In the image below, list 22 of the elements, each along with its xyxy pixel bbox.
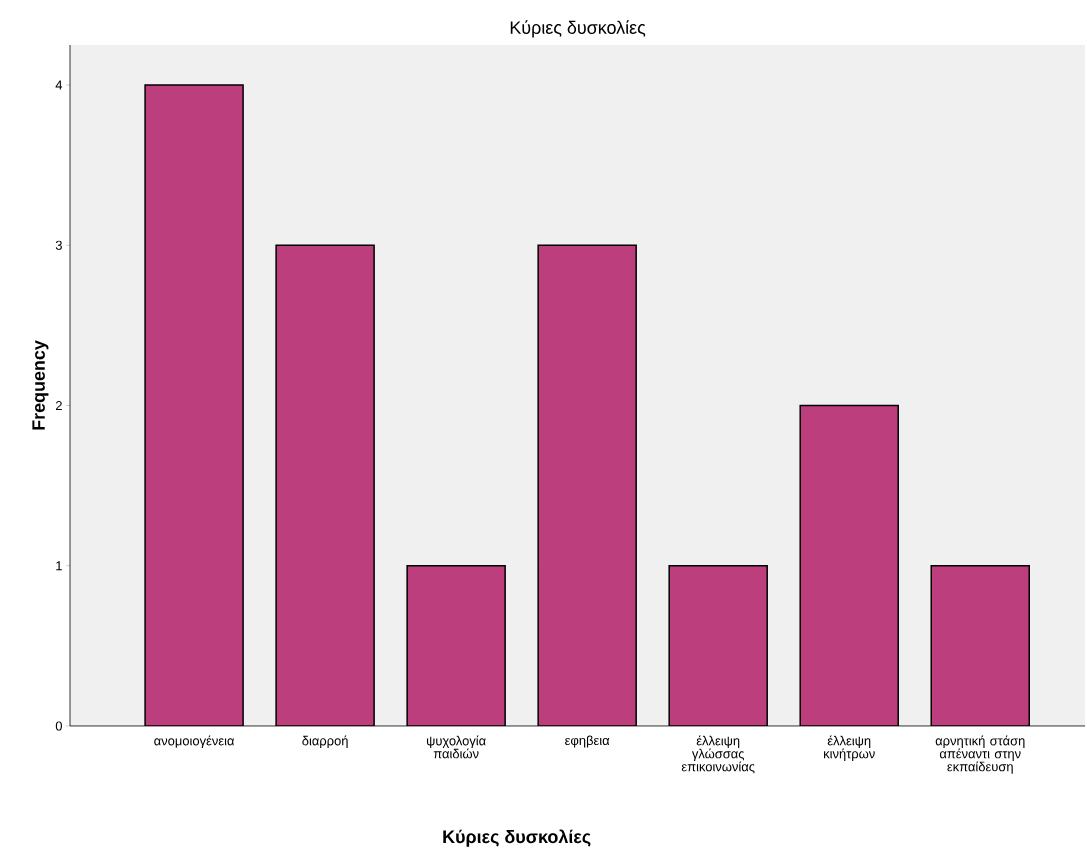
bar <box>406 565 506 726</box>
y-tick-label: 0 <box>55 721 62 731</box>
x-tick-label: διαρροή <box>302 735 348 748</box>
y-tick-label: 4 <box>55 80 63 90</box>
bar <box>537 244 637 726</box>
x-tick-label: αρνητική στάση απέναντι στην εκπαίδευση <box>935 735 1025 774</box>
x-tick-label: έλλειψη γλώσσας επικοινωνίας <box>681 735 755 774</box>
x-tick-label: ανομοιογένεια <box>154 735 235 748</box>
chart-title: Κύριες δυσκολίες <box>510 20 646 38</box>
bar <box>275 244 375 726</box>
x-tick-label: ψυχολογία παιδιών <box>426 735 486 759</box>
y-tick-label: 3 <box>55 240 62 250</box>
y-axis-title: Frequency <box>32 340 49 430</box>
x-axis-title: Κύριες δυσκολίες <box>443 829 591 847</box>
bar <box>144 84 244 726</box>
bar <box>668 565 768 726</box>
bar <box>799 404 899 726</box>
bar <box>930 565 1030 726</box>
y-tick-label: 2 <box>55 400 62 411</box>
x-tick-label: εφηβεια <box>565 735 610 748</box>
x-tick-label: έλλειψη κινήτρων <box>824 735 875 761</box>
y-tick-label: 1 <box>56 561 62 571</box>
